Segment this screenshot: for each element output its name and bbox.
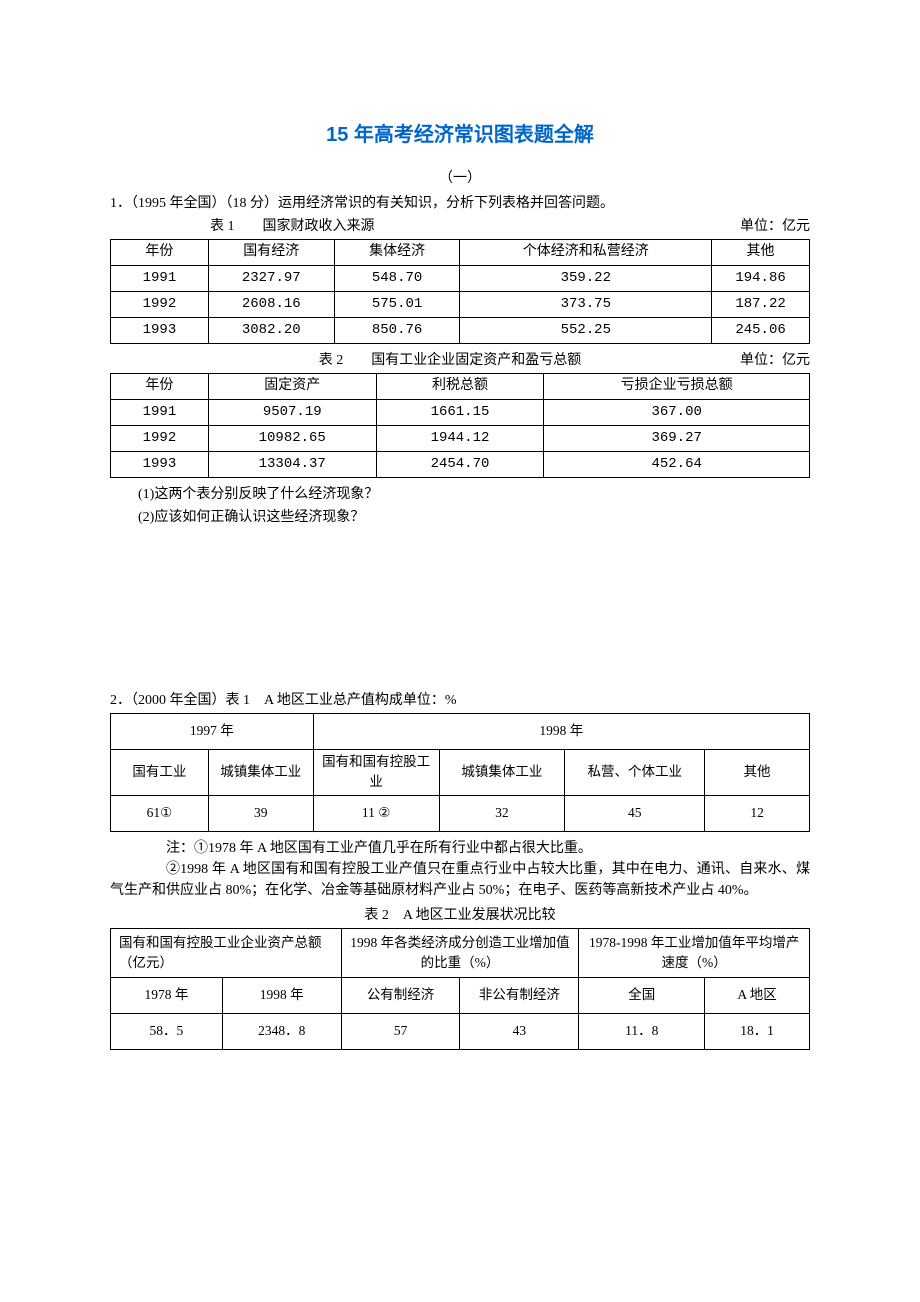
table-cell: 1991 <box>111 266 209 292</box>
table-cell: 11．8 <box>579 1014 705 1050</box>
table-cell: 13304.37 <box>208 452 376 478</box>
table-header: 全国 <box>579 978 705 1014</box>
table-cell: 552.25 <box>460 318 712 344</box>
table-header: 利税总额 <box>376 374 544 400</box>
note-2: ②1998 年 A 地区国有和国有控股工业产值只在重点行业中占较大比重，其中在电… <box>110 859 810 901</box>
table-header: 其他 <box>705 750 810 796</box>
table-header: 1998 年各类经济成分创造工业增加值的比重（%） <box>341 928 579 978</box>
table-header: 国有和国有控股工业企业资产总额（亿元） <box>111 928 342 978</box>
section-number: （一） <box>110 168 810 189</box>
table-cell: 9507.19 <box>208 400 376 426</box>
t2-caption: 表 2 国有工业企业固定资产和盈亏总额 <box>210 350 690 371</box>
table-cell: 2454.70 <box>376 452 544 478</box>
table-cell: 245.06 <box>712 318 810 344</box>
table-header: 1978 年 <box>111 978 223 1014</box>
table-header: 固定资产 <box>208 374 376 400</box>
table-header: 1998 年 <box>222 978 341 1014</box>
table-cell: 575.01 <box>334 292 460 318</box>
table-cell: 18．1 <box>705 1014 810 1050</box>
table-1: 年份国有经济集体经济个体经济和私营经济其他 19912327.97548.7035… <box>110 239 810 344</box>
table-cell: 1991 <box>111 400 209 426</box>
table-3: 1997 年1998 年国有工业城镇集体工业国有和国有控股工业城镇集体工业私营、… <box>110 713 810 832</box>
table-cell: 373.75 <box>460 292 712 318</box>
table-cell: 359.22 <box>460 266 712 292</box>
table-header: 年份 <box>111 374 209 400</box>
table-cell: 12 <box>705 795 810 831</box>
table-cell: 1993 <box>111 318 209 344</box>
table-header: 国有和国有控股工业 <box>313 750 439 796</box>
table-header: 国有经济 <box>208 240 334 266</box>
table-header: 个体经济和私营经济 <box>460 240 712 266</box>
table-cell: 194.86 <box>712 266 810 292</box>
t1-caption: 表 1 国家财政收入来源 <box>210 216 375 237</box>
table-header: 非公有制经济 <box>460 978 579 1014</box>
note-1: 注：①1978 年 A 地区国有工业产值几乎在所有行业中都占很大比重。 <box>166 838 810 859</box>
table-cell: 1944.12 <box>376 426 544 452</box>
page-title: 15 年高考经济常识图表题全解 <box>110 120 810 150</box>
table-header: 集体经济 <box>334 240 460 266</box>
table-cell: 10982.65 <box>208 426 376 452</box>
table-header: 1997 年 <box>111 714 314 750</box>
q1-sub1: (1)这两个表分别反映了什么经济现象？ <box>138 484 810 505</box>
table-header: 城镇集体工业 <box>208 750 313 796</box>
t1-unit: 单位：亿元 <box>690 216 810 237</box>
table-header: 亏损企业亏损总额 <box>544 374 810 400</box>
spacer <box>110 530 810 690</box>
table-2: 年份固定资产利税总额亏损企业亏损总额 19919507.191661.15367.… <box>110 373 810 478</box>
table-cell: 43 <box>460 1014 579 1050</box>
table-cell: 850.76 <box>334 318 460 344</box>
table-cell: 369.27 <box>544 426 810 452</box>
table-header: 公有制经济 <box>341 978 460 1014</box>
table-cell: 3082.20 <box>208 318 334 344</box>
table-header: 其他 <box>712 240 810 266</box>
table-header: A 地区 <box>705 978 810 1014</box>
q1-intro: 1．（1995 年全国）（18 分）运用经济常识的有关知识，分析下列表格并回答问… <box>110 193 810 214</box>
table-cell: 548.70 <box>334 266 460 292</box>
table-cell: 39 <box>208 795 313 831</box>
table-header: 1998 年 <box>313 714 809 750</box>
table-cell: 2348．8 <box>222 1014 341 1050</box>
table-cell: 1992 <box>111 426 209 452</box>
table-header: 国有工业 <box>111 750 209 796</box>
table-cell: 61① <box>111 795 209 831</box>
table-cell: 57 <box>341 1014 460 1050</box>
table-cell: 2327.97 <box>208 266 334 292</box>
table-4: 国有和国有控股工业企业资产总额（亿元）1998 年各类经济成分创造工业增加值的比… <box>110 928 810 1051</box>
table-header: 城镇集体工业 <box>439 750 565 796</box>
t4-caption: 表 2 A 地区工业发展状况比较 <box>110 905 810 926</box>
table-header: 私营、个体工业 <box>565 750 705 796</box>
q2-intro: 2．（2000 年全国）表 1 A 地区工业总产值构成单位：% <box>110 690 810 711</box>
table-cell: 452.64 <box>544 452 810 478</box>
table-cell: 1993 <box>111 452 209 478</box>
table-cell: 32 <box>439 795 565 831</box>
q1-sub2: (2)应该如何正确认识这些经济现象？ <box>138 507 810 528</box>
table-header: 1978-1998 年工业增加值年平均增产速度（%） <box>579 928 810 978</box>
table-cell: 187.22 <box>712 292 810 318</box>
table-header: 年份 <box>111 240 209 266</box>
table-cell: 2608.16 <box>208 292 334 318</box>
table-cell: 1661.15 <box>376 400 544 426</box>
table-cell: 58．5 <box>111 1014 223 1050</box>
table-cell: 45 <box>565 795 705 831</box>
table-cell: 1992 <box>111 292 209 318</box>
t2-unit: 单位：亿元 <box>690 350 810 371</box>
table-cell: 11 ② <box>313 795 439 831</box>
table-cell: 367.00 <box>544 400 810 426</box>
